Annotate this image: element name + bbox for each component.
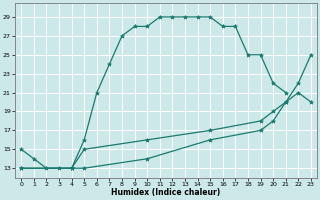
X-axis label: Humidex (Indice chaleur): Humidex (Indice chaleur)	[111, 188, 221, 197]
